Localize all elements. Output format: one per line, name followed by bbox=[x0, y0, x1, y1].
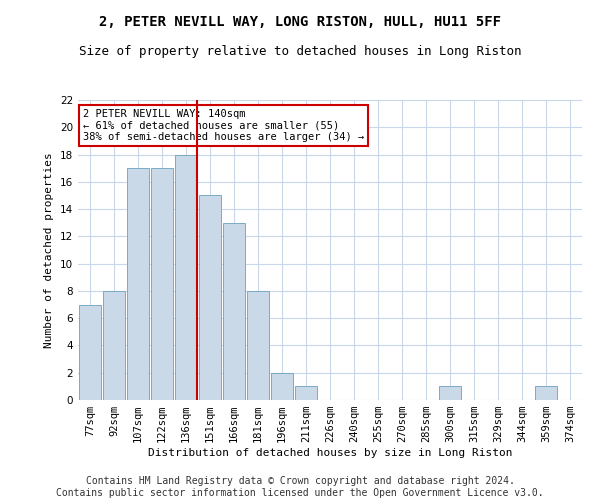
Bar bbox=[247, 291, 269, 400]
Text: 2 PETER NEVILL WAY: 140sqm
← 61% of detached houses are smaller (55)
38% of semi: 2 PETER NEVILL WAY: 140sqm ← 61% of deta… bbox=[83, 109, 364, 142]
Bar bbox=[127, 168, 149, 400]
Bar bbox=[535, 386, 557, 400]
Y-axis label: Number of detached properties: Number of detached properties bbox=[44, 152, 55, 348]
Bar bbox=[79, 304, 101, 400]
Text: Size of property relative to detached houses in Long Riston: Size of property relative to detached ho… bbox=[79, 45, 521, 58]
Bar bbox=[439, 386, 461, 400]
Bar bbox=[295, 386, 317, 400]
Bar bbox=[223, 222, 245, 400]
Bar bbox=[175, 154, 197, 400]
Bar bbox=[199, 196, 221, 400]
Bar bbox=[271, 372, 293, 400]
Bar bbox=[151, 168, 173, 400]
Text: Contains HM Land Registry data © Crown copyright and database right 2024.
Contai: Contains HM Land Registry data © Crown c… bbox=[56, 476, 544, 498]
X-axis label: Distribution of detached houses by size in Long Riston: Distribution of detached houses by size … bbox=[148, 448, 512, 458]
Bar bbox=[103, 291, 125, 400]
Text: 2, PETER NEVILL WAY, LONG RISTON, HULL, HU11 5FF: 2, PETER NEVILL WAY, LONG RISTON, HULL, … bbox=[99, 15, 501, 29]
